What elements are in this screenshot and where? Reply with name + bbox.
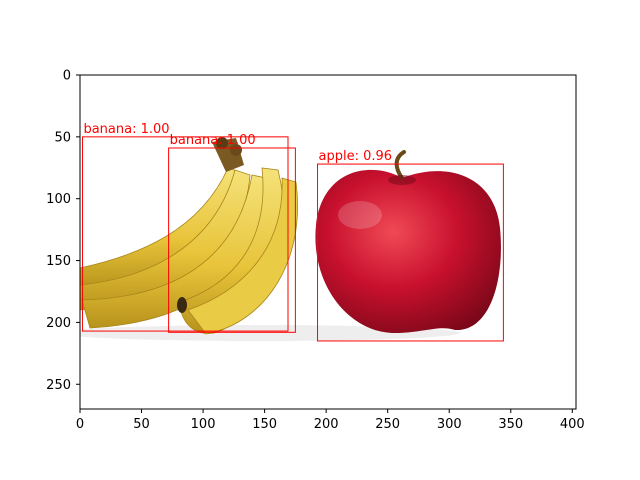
x-tick-label: 250 [375,417,400,432]
x-tick-label: 350 [498,417,523,432]
detection-label: banana: 1.00 [170,133,256,148]
x-tick-label: 200 [314,417,339,432]
detection-label: apple: 0.96 [319,149,393,164]
y-tick-label: 200 [46,316,71,331]
y-tick-label: 50 [54,130,71,145]
apple [315,150,501,334]
x-tick-label: 300 [437,417,462,432]
photo [80,75,576,409]
x-tick-label: 150 [252,417,277,432]
y-tick-label: 0 [63,69,71,84]
y-tick-label: 100 [46,192,71,207]
banana-bunch [80,137,298,335]
detection-label: banana: 1.00 [83,122,169,137]
detection-box [317,163,504,342]
detection-box [81,136,289,332]
x-tick-label: 100 [191,417,216,432]
y-axis: 0 50 100 150 200 250 [46,69,80,393]
x-tick-label: 50 [133,417,150,432]
y-tick-label: 150 [46,254,71,269]
detection-box [168,147,296,333]
axes-frame [79,74,577,410]
x-tick-label: 400 [560,417,585,432]
y-tick-label: 250 [46,378,71,393]
x-tick-label: 0 [76,417,84,432]
x-axis: 0 50 100 150 200 250 300 350 400 [76,409,585,432]
